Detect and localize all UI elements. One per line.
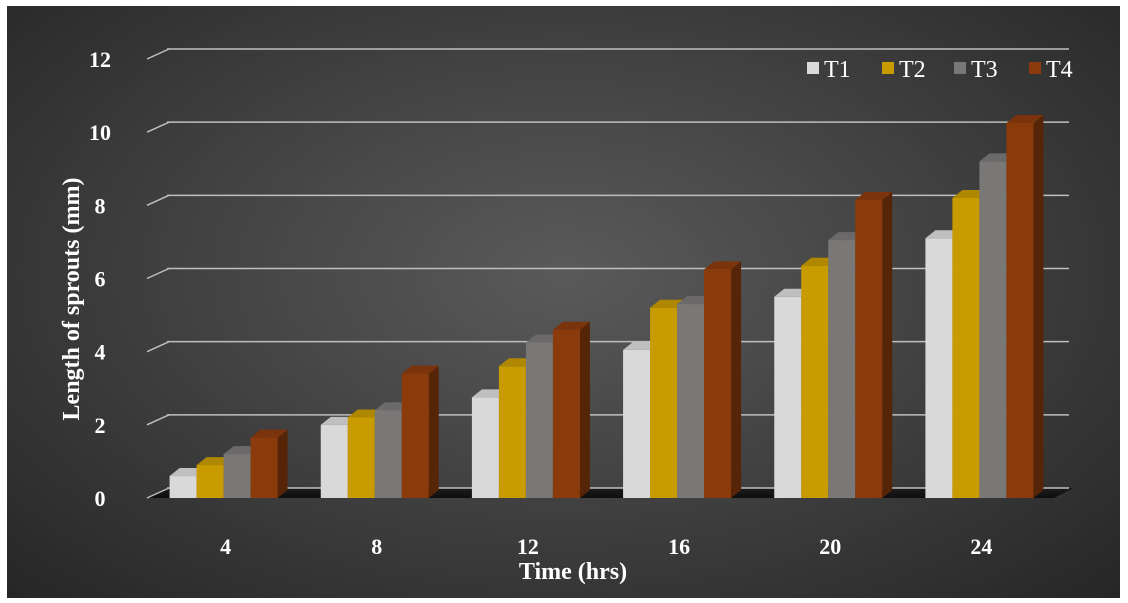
bar-front	[374, 410, 402, 498]
gridline-slant	[146, 487, 170, 499]
legend-swatch	[1029, 62, 1041, 74]
y-axis-ticks: 0 2 4 6 8 10 12	[89, 47, 111, 511]
bar-t4-24	[1006, 115, 1044, 498]
legend: T1 T2 T3 T4	[807, 57, 1073, 83]
y-tick-label: 2	[95, 413, 106, 438]
bars	[169, 115, 1044, 499]
bar-front	[401, 373, 429, 498]
bar-front	[952, 198, 980, 498]
gridline-slant	[146, 194, 170, 207]
y-tick-label: 0	[95, 486, 106, 511]
bar-front	[1006, 123, 1034, 498]
gridline-slant	[146, 340, 170, 353]
bar-front	[623, 349, 651, 498]
bar-side	[1033, 115, 1044, 498]
bar-t4-12	[552, 321, 590, 498]
bar-top	[1006, 115, 1044, 124]
legend-item-t3: T3	[954, 57, 998, 83]
bar-front	[650, 307, 678, 498]
bar-side	[428, 365, 439, 498]
bar-front	[471, 397, 499, 498]
gridline-slant	[146, 121, 170, 133]
bar-side	[579, 321, 590, 498]
legend-item-t2: T2	[882, 57, 926, 83]
bar-t4-16	[704, 261, 742, 498]
bar-front	[169, 476, 197, 498]
x-tick-label: 4	[220, 534, 231, 559]
bar-side	[882, 191, 893, 499]
bar-top	[855, 191, 893, 200]
legend-label: T4	[1046, 57, 1073, 83]
bar-front	[196, 465, 224, 498]
bar-side	[731, 261, 742, 498]
bar-front	[774, 296, 802, 498]
y-axis-title: Length of sprouts (mm)	[59, 178, 85, 421]
bar-top	[250, 429, 288, 438]
bar-top	[704, 261, 742, 270]
bar-front	[801, 265, 829, 498]
x-tick-label: 20	[819, 534, 841, 559]
legend-label: T2	[899, 57, 926, 83]
bar-t4-20	[855, 191, 893, 499]
gridline-slant	[146, 48, 170, 60]
bar-front	[320, 424, 348, 498]
x-tick-label: 16	[668, 534, 690, 559]
bar-front	[828, 240, 856, 498]
bar-front	[498, 366, 526, 498]
bar-front	[347, 417, 375, 498]
x-tick-label: 24	[970, 534, 992, 559]
legend-label: T3	[971, 57, 998, 83]
bar-front	[855, 199, 883, 499]
y-tick-label: 4	[95, 340, 106, 365]
legend-item-t1: T1	[807, 57, 851, 83]
bar-front	[925, 238, 953, 498]
bar-front	[979, 161, 1007, 498]
x-tick-label: 8	[371, 534, 382, 559]
legend-swatch	[807, 62, 819, 74]
bar-t4-4	[250, 429, 288, 498]
bar-front	[223, 454, 251, 498]
bar-side	[277, 429, 288, 498]
legend-label: T1	[824, 57, 851, 83]
bar-front	[552, 329, 580, 498]
y-tick-label: 6	[95, 267, 106, 292]
bar-front	[525, 342, 553, 498]
bar-top	[552, 321, 590, 330]
y-tick-label: 10	[89, 120, 111, 145]
legend-swatch	[954, 62, 966, 74]
chart-panel: 0 2 4 6 8 10 12 4 8 12 16 20 24 Time (hrs) Length o…	[7, 6, 1120, 598]
bar-t4-8	[401, 365, 439, 498]
gridline-slant	[146, 267, 170, 280]
legend-item-t4: T4	[1029, 57, 1073, 83]
x-axis-ticks: 4 8 12 16 20 24	[220, 534, 992, 559]
y-tick-label: 8	[95, 193, 106, 218]
y-tick-label: 12	[89, 47, 111, 72]
gridlines	[146, 48, 1069, 499]
x-tick-label: 12	[517, 534, 539, 559]
bar-front	[677, 304, 705, 498]
x-axis-title: Time (hrs)	[519, 559, 627, 585]
gridline-slant	[146, 414, 170, 426]
bar-front	[704, 269, 732, 498]
legend-swatch	[882, 62, 894, 74]
bar-top	[401, 365, 439, 374]
bar-front	[250, 437, 278, 498]
